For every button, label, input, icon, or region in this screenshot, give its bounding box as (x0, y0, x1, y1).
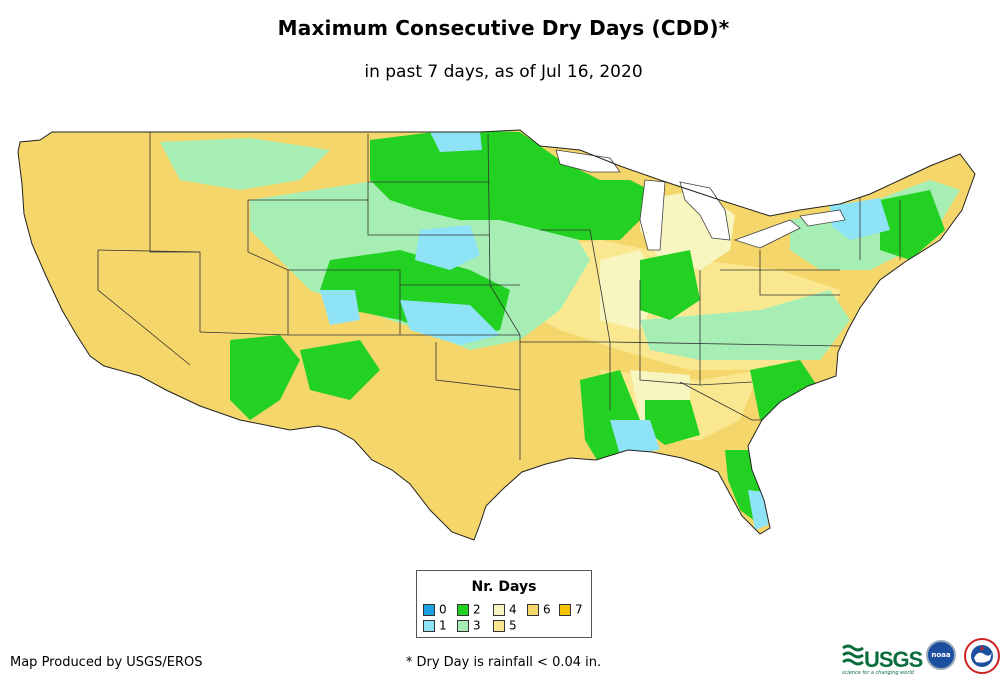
legend-swatch-2 (457, 603, 469, 616)
zone-1-day-dakota (415, 225, 480, 270)
map-subtitle: in past 7 days, as of Jul 16, 2020 (364, 62, 643, 82)
legend: Nr. Days 0 1 2 3 4 5 6 7 (416, 570, 592, 638)
cdd-zones (160, 130, 960, 530)
legend-swatch-1 (423, 619, 435, 632)
legend-item-3: 3 (457, 619, 481, 632)
legend-item-7: 7 (559, 603, 583, 616)
zone-3-days-nw (160, 138, 330, 190)
zone-1-day-fl (748, 490, 768, 530)
zone-1-day-nd (430, 132, 482, 152)
nws-logo-icon (964, 638, 1000, 674)
zone-2-days-sw (230, 335, 300, 420)
legend-swatch-5 (493, 619, 505, 632)
state-boundaries (97, 132, 901, 460)
legend-swatch-6 (527, 603, 539, 616)
zone-2-days-nm (300, 340, 380, 400)
legend-title: Nr. Days (471, 579, 537, 595)
zone-1-day-la (610, 420, 660, 455)
dry-day-footnote: * Dry Day is rainfall < 0.04 in. (405, 655, 602, 670)
legend-item-2: 2 (457, 603, 481, 616)
usgs-wave-icon (842, 644, 864, 666)
agency-logos: USGS science for a changing world noaa (842, 638, 1002, 680)
zone-2-days-mo (640, 250, 700, 320)
legend-swatch-7 (559, 603, 571, 616)
legend-item-4: 4 (493, 603, 517, 616)
noaa-logo: noaa (926, 640, 956, 670)
conus-cdd-map (17, 129, 976, 541)
legend-swatch-3 (457, 619, 469, 632)
map-credit: Map Produced by USGS/EROS (10, 655, 203, 670)
zone-3-days-east (640, 290, 850, 360)
zone-1-day-co (320, 290, 360, 325)
great-lakes (555, 149, 846, 251)
zone-2-days-al (645, 400, 700, 445)
legend-item-6: 6 (527, 603, 551, 616)
zone-1-day-plains (400, 300, 500, 345)
legend-item-0: 0 (423, 603, 447, 616)
legend-item-1: 1 (423, 619, 447, 632)
legend-swatch-0 (423, 603, 435, 616)
map-title: Maximum Consecutive Dry Days (CDD)* (277, 16, 730, 40)
usgs-logo: USGS science for a changing world (842, 642, 923, 676)
legend-item-5: 5 (493, 619, 517, 632)
legend-swatch-4 (493, 603, 505, 616)
zone-2-days-ny (880, 190, 945, 260)
zone-2-days-north (370, 130, 650, 240)
